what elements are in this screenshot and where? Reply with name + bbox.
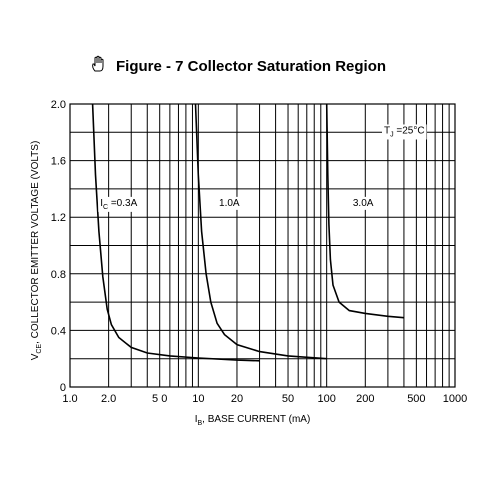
annotation-layer: TJ =25°C IC =0.3A 1.0A 3.0A [98, 124, 427, 212]
y-tick-label: 0.8 [51, 269, 66, 281]
series-curve [325, 103, 404, 319]
y-tick-label: 2.0 [51, 99, 66, 111]
curve-label: 1.0A [219, 198, 240, 209]
x-axis-label: IB, BASE CURRENT (mA) [195, 414, 311, 427]
x-tick-label: 1.0 [62, 393, 77, 405]
x-tick-label: 500 [407, 393, 425, 405]
axis-labels: IB, BASE CURRENT (mA) VCE, COLLECTOR EMIT… [30, 141, 310, 427]
x-tick-label: 200 [356, 393, 374, 405]
chart-title: Figure - 7 Collector Saturation Region [116, 57, 387, 75]
y-tick-label: 1.2 [51, 212, 66, 224]
curve-label: IC =0.3A [100, 198, 137, 211]
x-tick-label: 20 [231, 393, 243, 405]
plot-frame [69, 103, 456, 388]
y-tick-label: 1.6 [51, 156, 66, 168]
x-tick-label: 50 [282, 393, 294, 405]
x-tick-label: 10 [192, 393, 204, 405]
grid-layer [69, 103, 456, 388]
curve-label-bg [350, 196, 376, 210]
curve-label-bg [217, 196, 242, 210]
x-tick-label: 5 0 [152, 393, 167, 405]
y-tick-label: 0 [60, 382, 66, 394]
temperature-annotation-bg [382, 124, 427, 140]
series-curve [194, 103, 327, 360]
curve-label: 3.0A [353, 198, 374, 209]
y-tick-label: 0.4 [51, 325, 66, 337]
series-layer [91, 103, 404, 362]
hand-pointer-icon [90, 55, 108, 78]
temperature-annotation: TJ =25°C [384, 125, 425, 138]
x-tick-label: 2.0 [101, 393, 116, 405]
y-axis-label: VCE, COLLECTOR EMITTER VOLTAGE (VOLTS) [30, 141, 43, 361]
series-curve [91, 103, 260, 362]
chart-title-row: Figure - 7 Collector Saturation Region [90, 55, 386, 77]
tick-labels: 1.0 2.0 5 0 10 20 50 100 200 500 1000 0 0.4 0.8 1.2 1.… [51, 99, 468, 405]
x-tick-label: 100 [317, 393, 335, 405]
curve-label-bg [98, 196, 140, 212]
x-tick-label: 1000 [443, 393, 467, 405]
